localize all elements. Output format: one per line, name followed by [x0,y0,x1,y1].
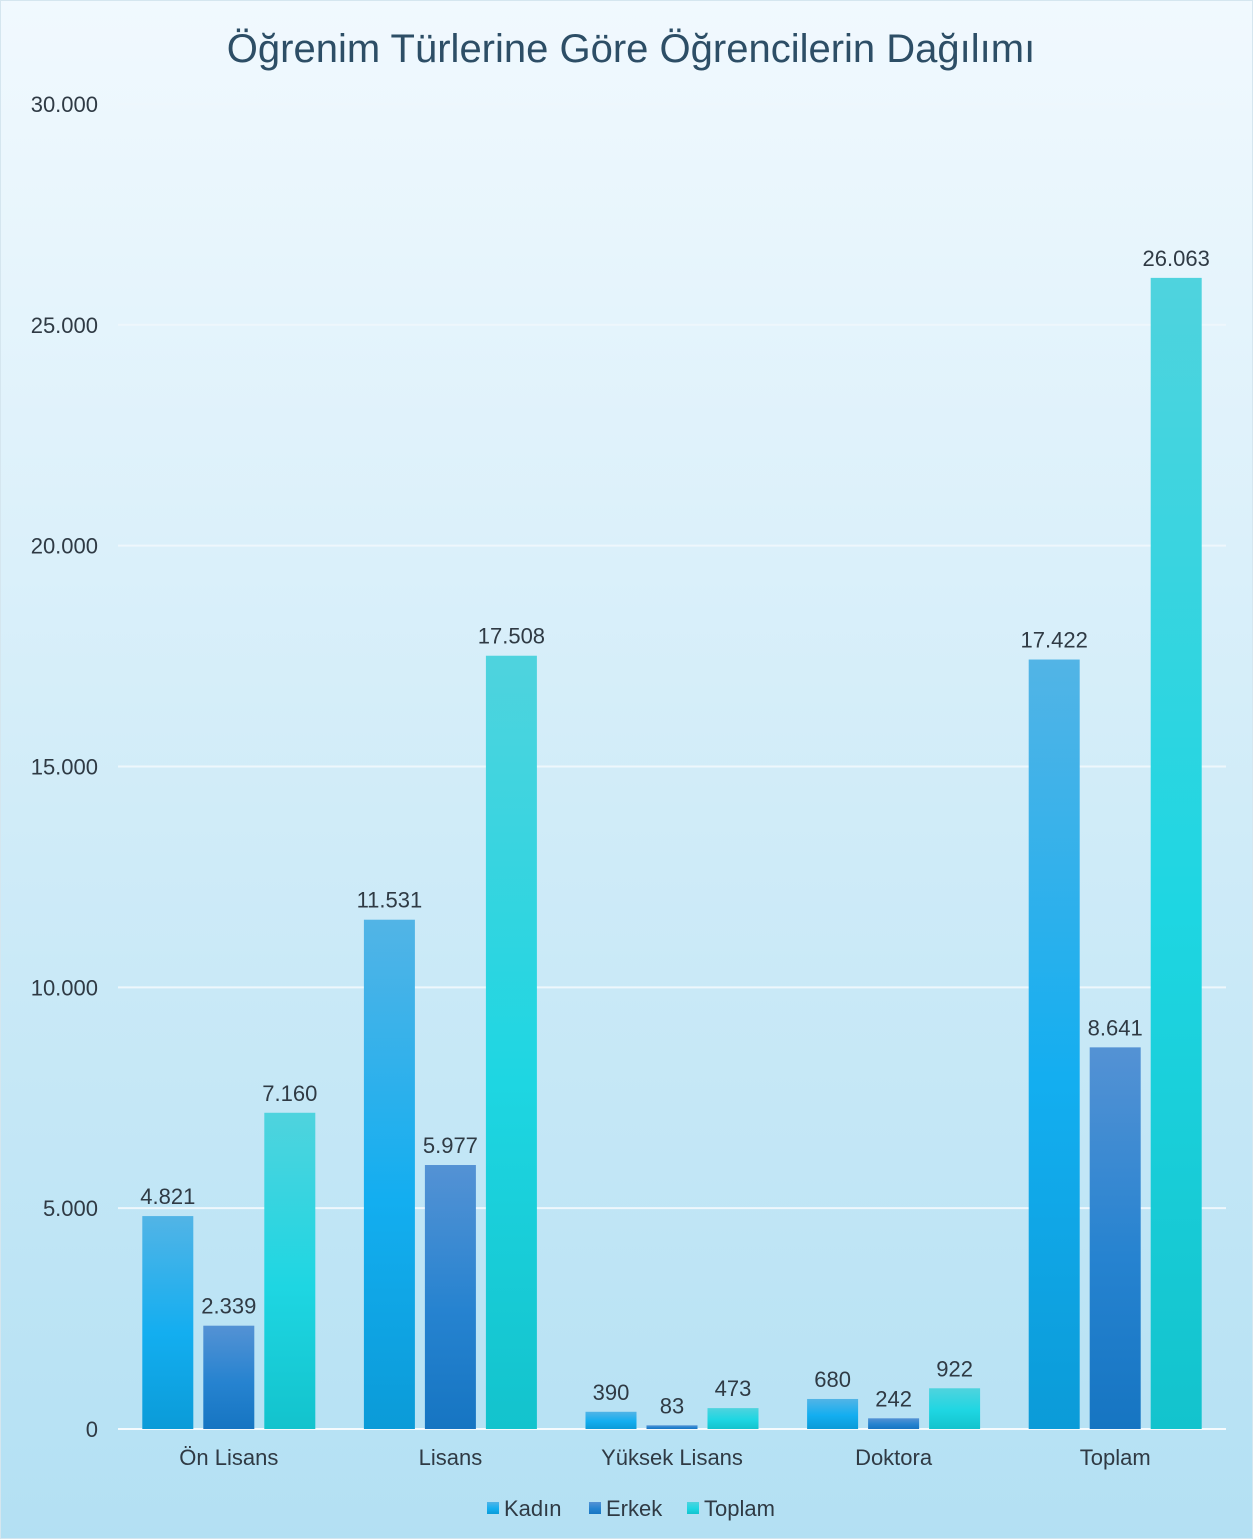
legend-swatch [687,1502,699,1514]
bar [646,1425,698,1429]
x-tick-label: Toplam [1080,1445,1151,1470]
data-label: 17.508 [478,624,545,649]
y-tick-label: 20.000 [31,534,98,559]
bars [142,277,1202,1429]
legend: Kadın Erkek Toplam [487,1496,775,1521]
legend-label: Kadın [504,1496,562,1521]
x-tick-label: Lisans [419,1445,483,1470]
data-label: 473 [715,1376,752,1401]
data-label: 680 [814,1367,851,1392]
data-label: 390 [593,1380,630,1405]
data-labels: 4.821 2.339 7.160 11.531 5.977 17.508 390 83 473… [140,246,1210,1418]
x-tick-label: Doktora [855,1445,933,1470]
data-label: 83 [660,1393,684,1418]
data-label: 922 [936,1356,973,1381]
bar [485,655,537,1429]
y-tick-label: 0 [86,1417,98,1442]
data-label: 5.977 [423,1133,478,1158]
bar [363,919,415,1429]
bar [1028,659,1080,1429]
y-tick-label: 25.000 [31,313,98,338]
legend-swatch [487,1502,499,1514]
data-label: 2.339 [201,1294,256,1319]
bar [424,1165,476,1429]
x-tick-label: Yüksek Lisans [601,1445,743,1470]
y-tick-label: 10.000 [31,975,98,1000]
data-label: 8.641 [1088,1015,1143,1040]
bar [585,1411,637,1429]
bar [264,1112,316,1429]
x-axis-tick-labels: Ön Lisans Lisans Yüksek Lisans Doktora Topla… [179,1445,1150,1470]
bar [142,1216,194,1429]
y-tick-label: 5.000 [43,1196,98,1221]
bar [203,1325,255,1429]
x-tick-label: Ön Lisans [179,1445,278,1470]
bar [929,1388,981,1429]
data-label: 242 [875,1386,912,1411]
data-label: 26.063 [1143,246,1210,271]
chart-title: Öğrenim Türlerine Göre Öğrencilerin Dağı… [227,27,1035,71]
data-label: 11.531 [357,888,423,913]
bar [1150,277,1202,1429]
legend-label: Erkek [606,1496,663,1521]
legend-label: Toplam [704,1496,775,1521]
bar [707,1408,759,1429]
bar [807,1398,859,1429]
data-label: 4.821 [140,1184,195,1209]
data-label: 17.422 [1021,628,1088,653]
y-tick-label: 15.000 [31,755,98,780]
bar [1089,1047,1141,1429]
legend-swatch [589,1502,601,1514]
data-label: 7.160 [262,1081,317,1106]
y-axis-tick-labels: 0 5.000 10.000 15.000 20.000 25.000 30.000 [31,92,98,1442]
bar [868,1418,920,1429]
y-tick-label: 30.000 [31,92,98,117]
